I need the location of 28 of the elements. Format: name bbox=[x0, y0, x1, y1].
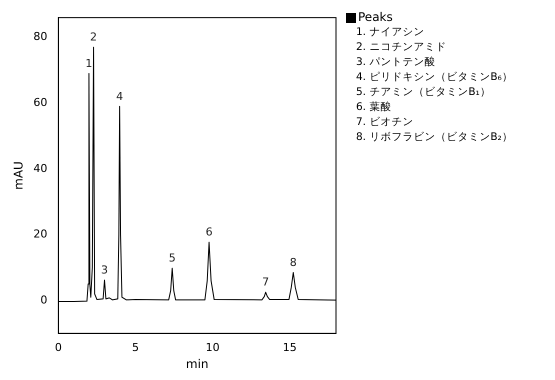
y-tick-label: 60 bbox=[33, 96, 48, 109]
y-tick-label: 20 bbox=[33, 228, 48, 241]
text: 4. ピリドキシン（ビタミンB₆） bbox=[355, 70, 513, 85]
x-tick-label: 10 bbox=[206, 340, 220, 354]
text: 1. ナイアシン bbox=[355, 25, 426, 40]
annotation: 1 bbox=[85, 56, 92, 70]
x-axis-title: min bbox=[186, 356, 209, 371]
x-tick-label: 5 bbox=[132, 340, 140, 354]
annotation: 5 bbox=[168, 252, 176, 265]
annotation: 3 bbox=[101, 263, 108, 276]
y-tick-label: 40 bbox=[33, 162, 48, 175]
annotation: 6 bbox=[206, 226, 213, 239]
text: 2. ニコチンアミド bbox=[355, 40, 448, 55]
x-tick-label: 0 bbox=[54, 340, 62, 354]
annotation: 8 bbox=[290, 256, 297, 269]
text: 5. チアミン（ビタミンB₁） bbox=[355, 85, 492, 100]
text: 6. 葉酸 bbox=[355, 100, 392, 115]
annotation: 2 bbox=[90, 30, 98, 44]
y-tick-label: 80 bbox=[33, 30, 48, 44]
x-tick-label: 15 bbox=[282, 340, 297, 354]
y-axis-title: mAU bbox=[11, 161, 26, 190]
text: 8. リボフラビン（ビタミンB₂） bbox=[355, 130, 513, 145]
text: 7. ビオチン bbox=[355, 115, 414, 130]
legend-title: Peaks bbox=[358, 10, 393, 25]
y-tick-label: 0 bbox=[40, 293, 48, 306]
text: 3. パントテン酸 bbox=[355, 55, 436, 70]
annotation: 4 bbox=[116, 90, 124, 103]
annotation: 7 bbox=[262, 276, 270, 289]
